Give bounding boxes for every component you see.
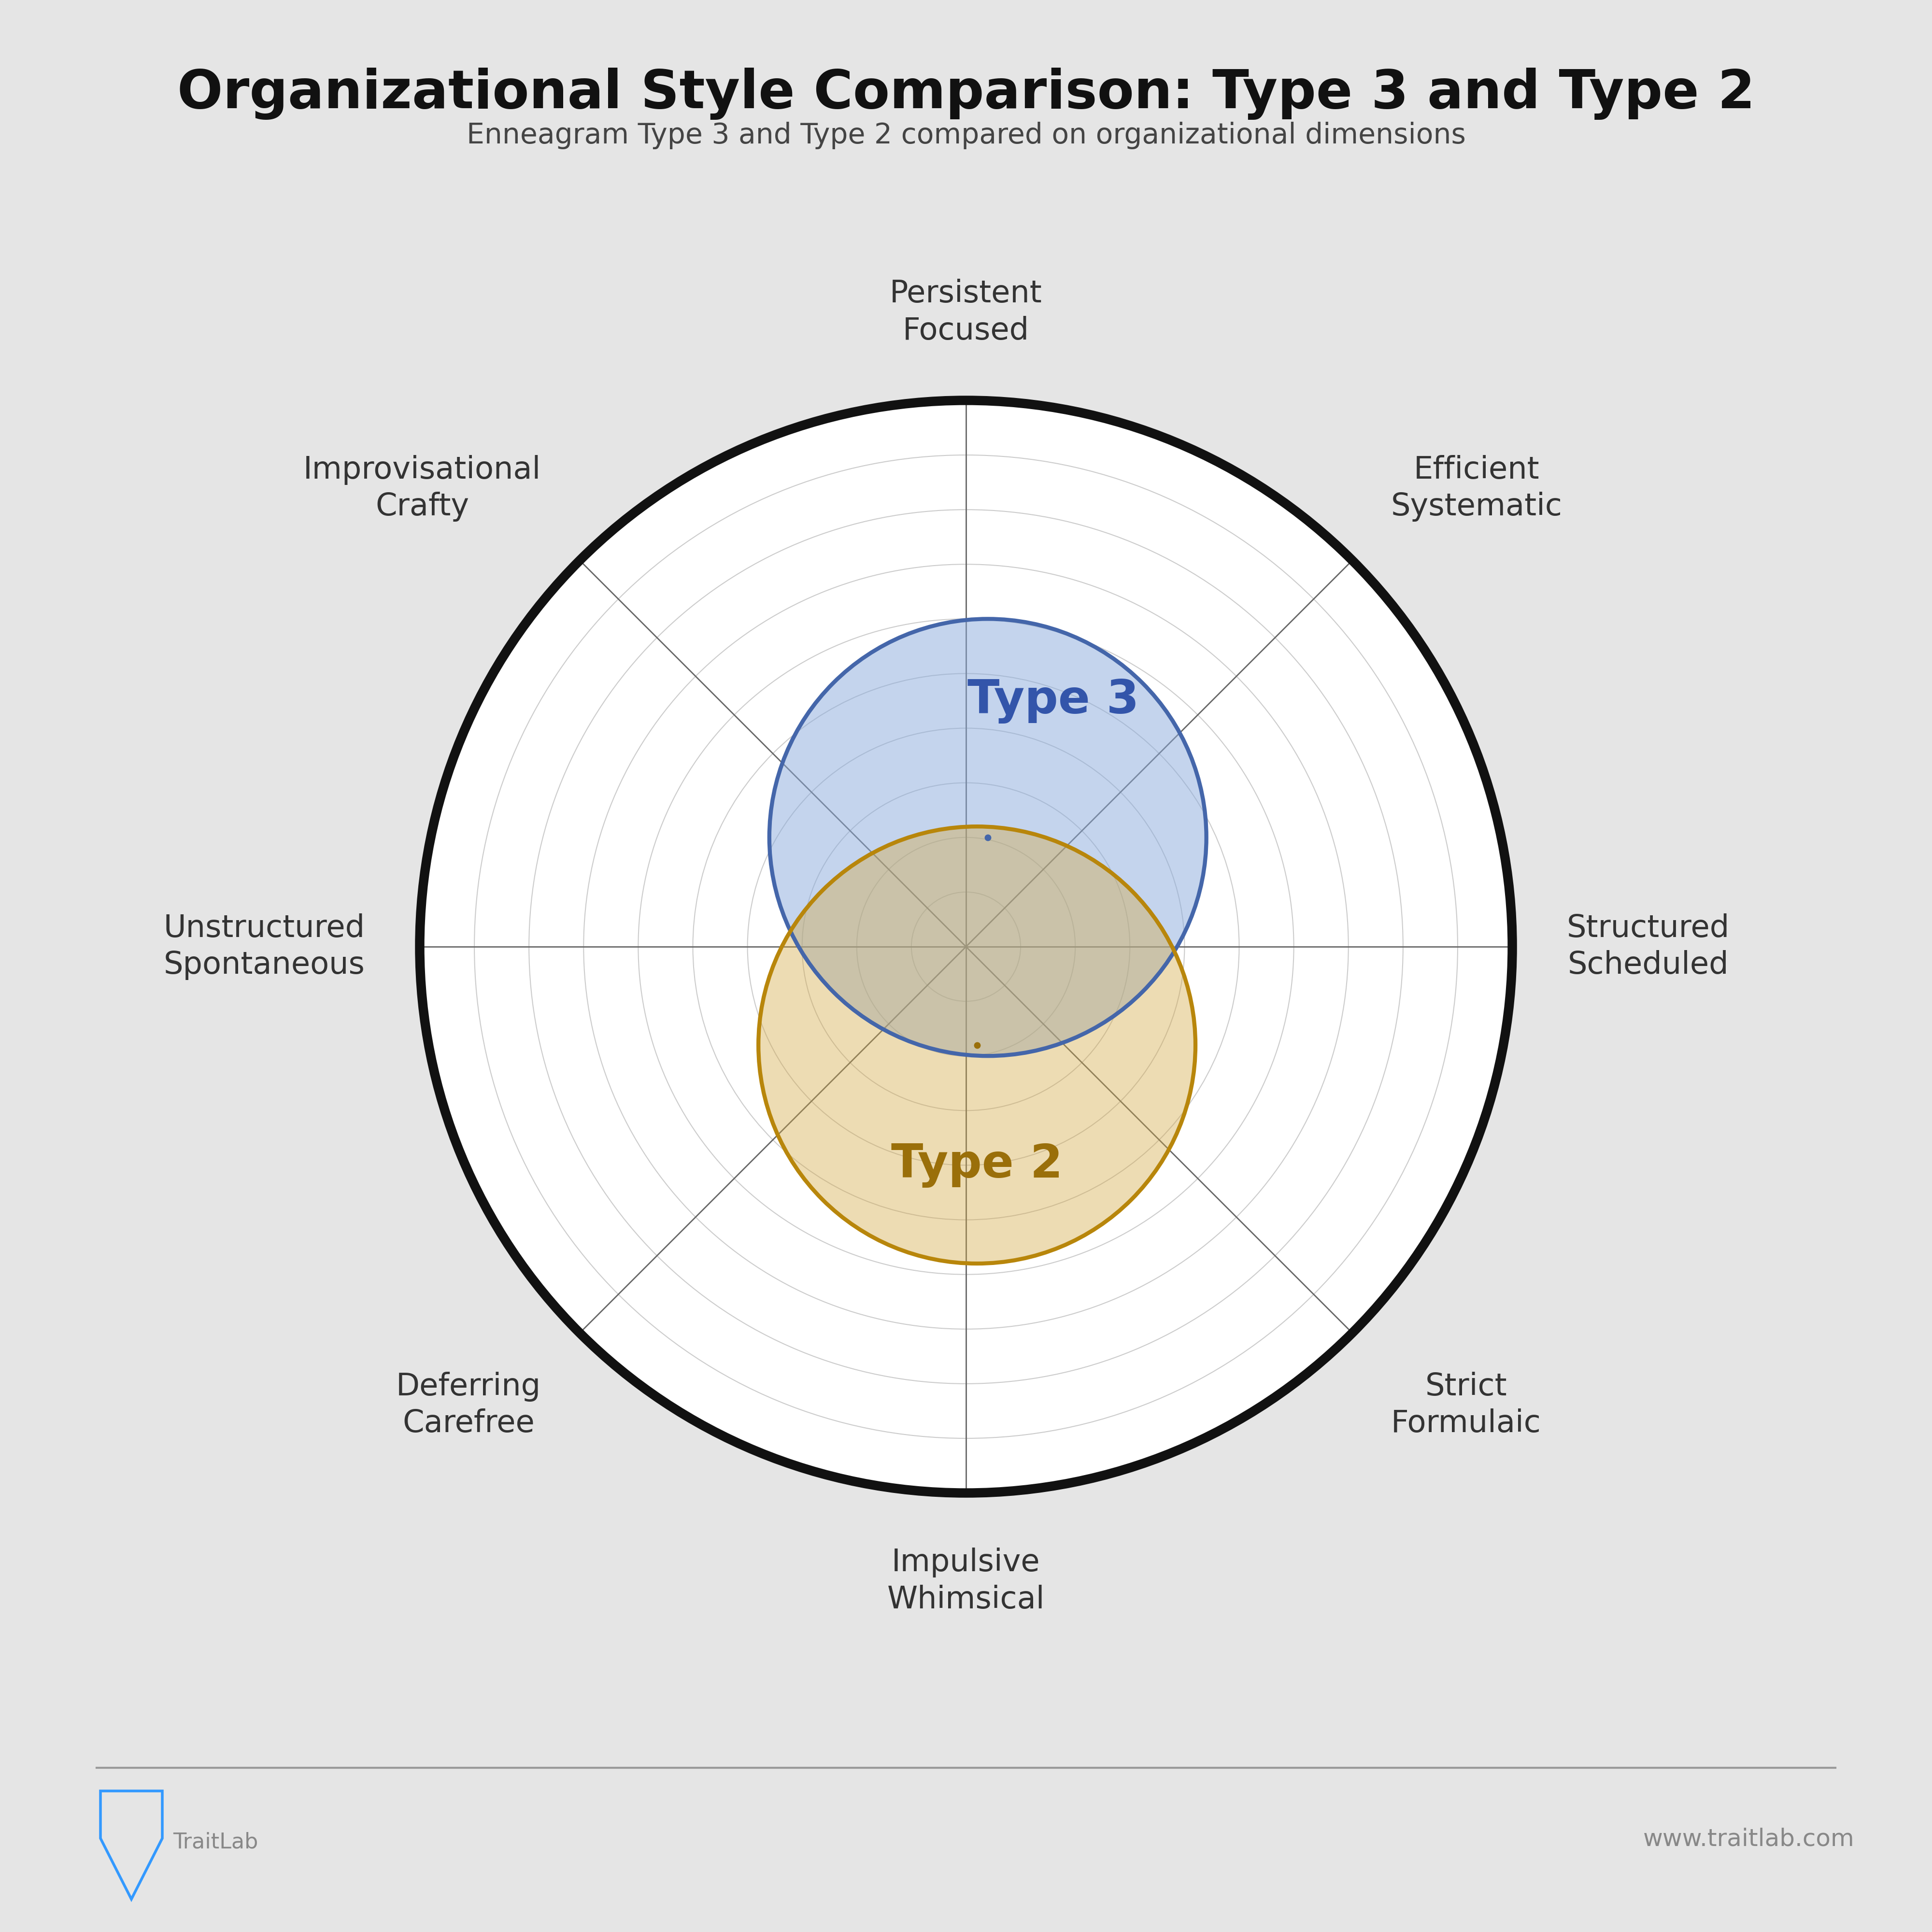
Text: Enneagram Type 3 and Type 2 compared on organizational dimensions: Enneagram Type 3 and Type 2 compared on …: [466, 122, 1466, 149]
Point: [972, 821, 1003, 852]
Text: Strict
Formulaic: Strict Formulaic: [1391, 1372, 1542, 1439]
Text: Efficient
Systematic: Efficient Systematic: [1391, 454, 1563, 522]
Circle shape: [419, 400, 1513, 1493]
Text: Improvisational
Crafty: Improvisational Crafty: [303, 454, 541, 522]
Point: [962, 1030, 993, 1061]
Text: Deferring
Carefree: Deferring Carefree: [396, 1372, 541, 1439]
Text: Type 2: Type 2: [891, 1142, 1063, 1188]
Circle shape: [759, 827, 1196, 1264]
Text: TraitLab: TraitLab: [174, 1832, 259, 1853]
Text: Unstructured
Spontaneous: Unstructured Spontaneous: [164, 914, 365, 980]
Text: Structured
Scheduled: Structured Scheduled: [1567, 914, 1729, 980]
Circle shape: [769, 618, 1206, 1057]
Text: www.traitlab.com: www.traitlab.com: [1644, 1828, 1855, 1851]
Text: Persistent
Focused: Persistent Focused: [891, 278, 1041, 346]
Text: Impulsive
Whimsical: Impulsive Whimsical: [887, 1548, 1045, 1615]
Text: Type 3: Type 3: [968, 678, 1140, 723]
Text: Organizational Style Comparison: Type 3 and Type 2: Organizational Style Comparison: Type 3 …: [178, 68, 1754, 120]
